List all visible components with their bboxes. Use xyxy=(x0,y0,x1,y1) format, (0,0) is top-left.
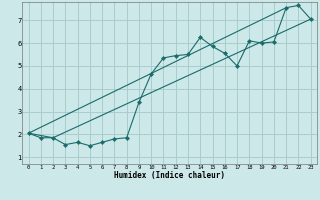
X-axis label: Humidex (Indice chaleur): Humidex (Indice chaleur) xyxy=(114,171,225,180)
